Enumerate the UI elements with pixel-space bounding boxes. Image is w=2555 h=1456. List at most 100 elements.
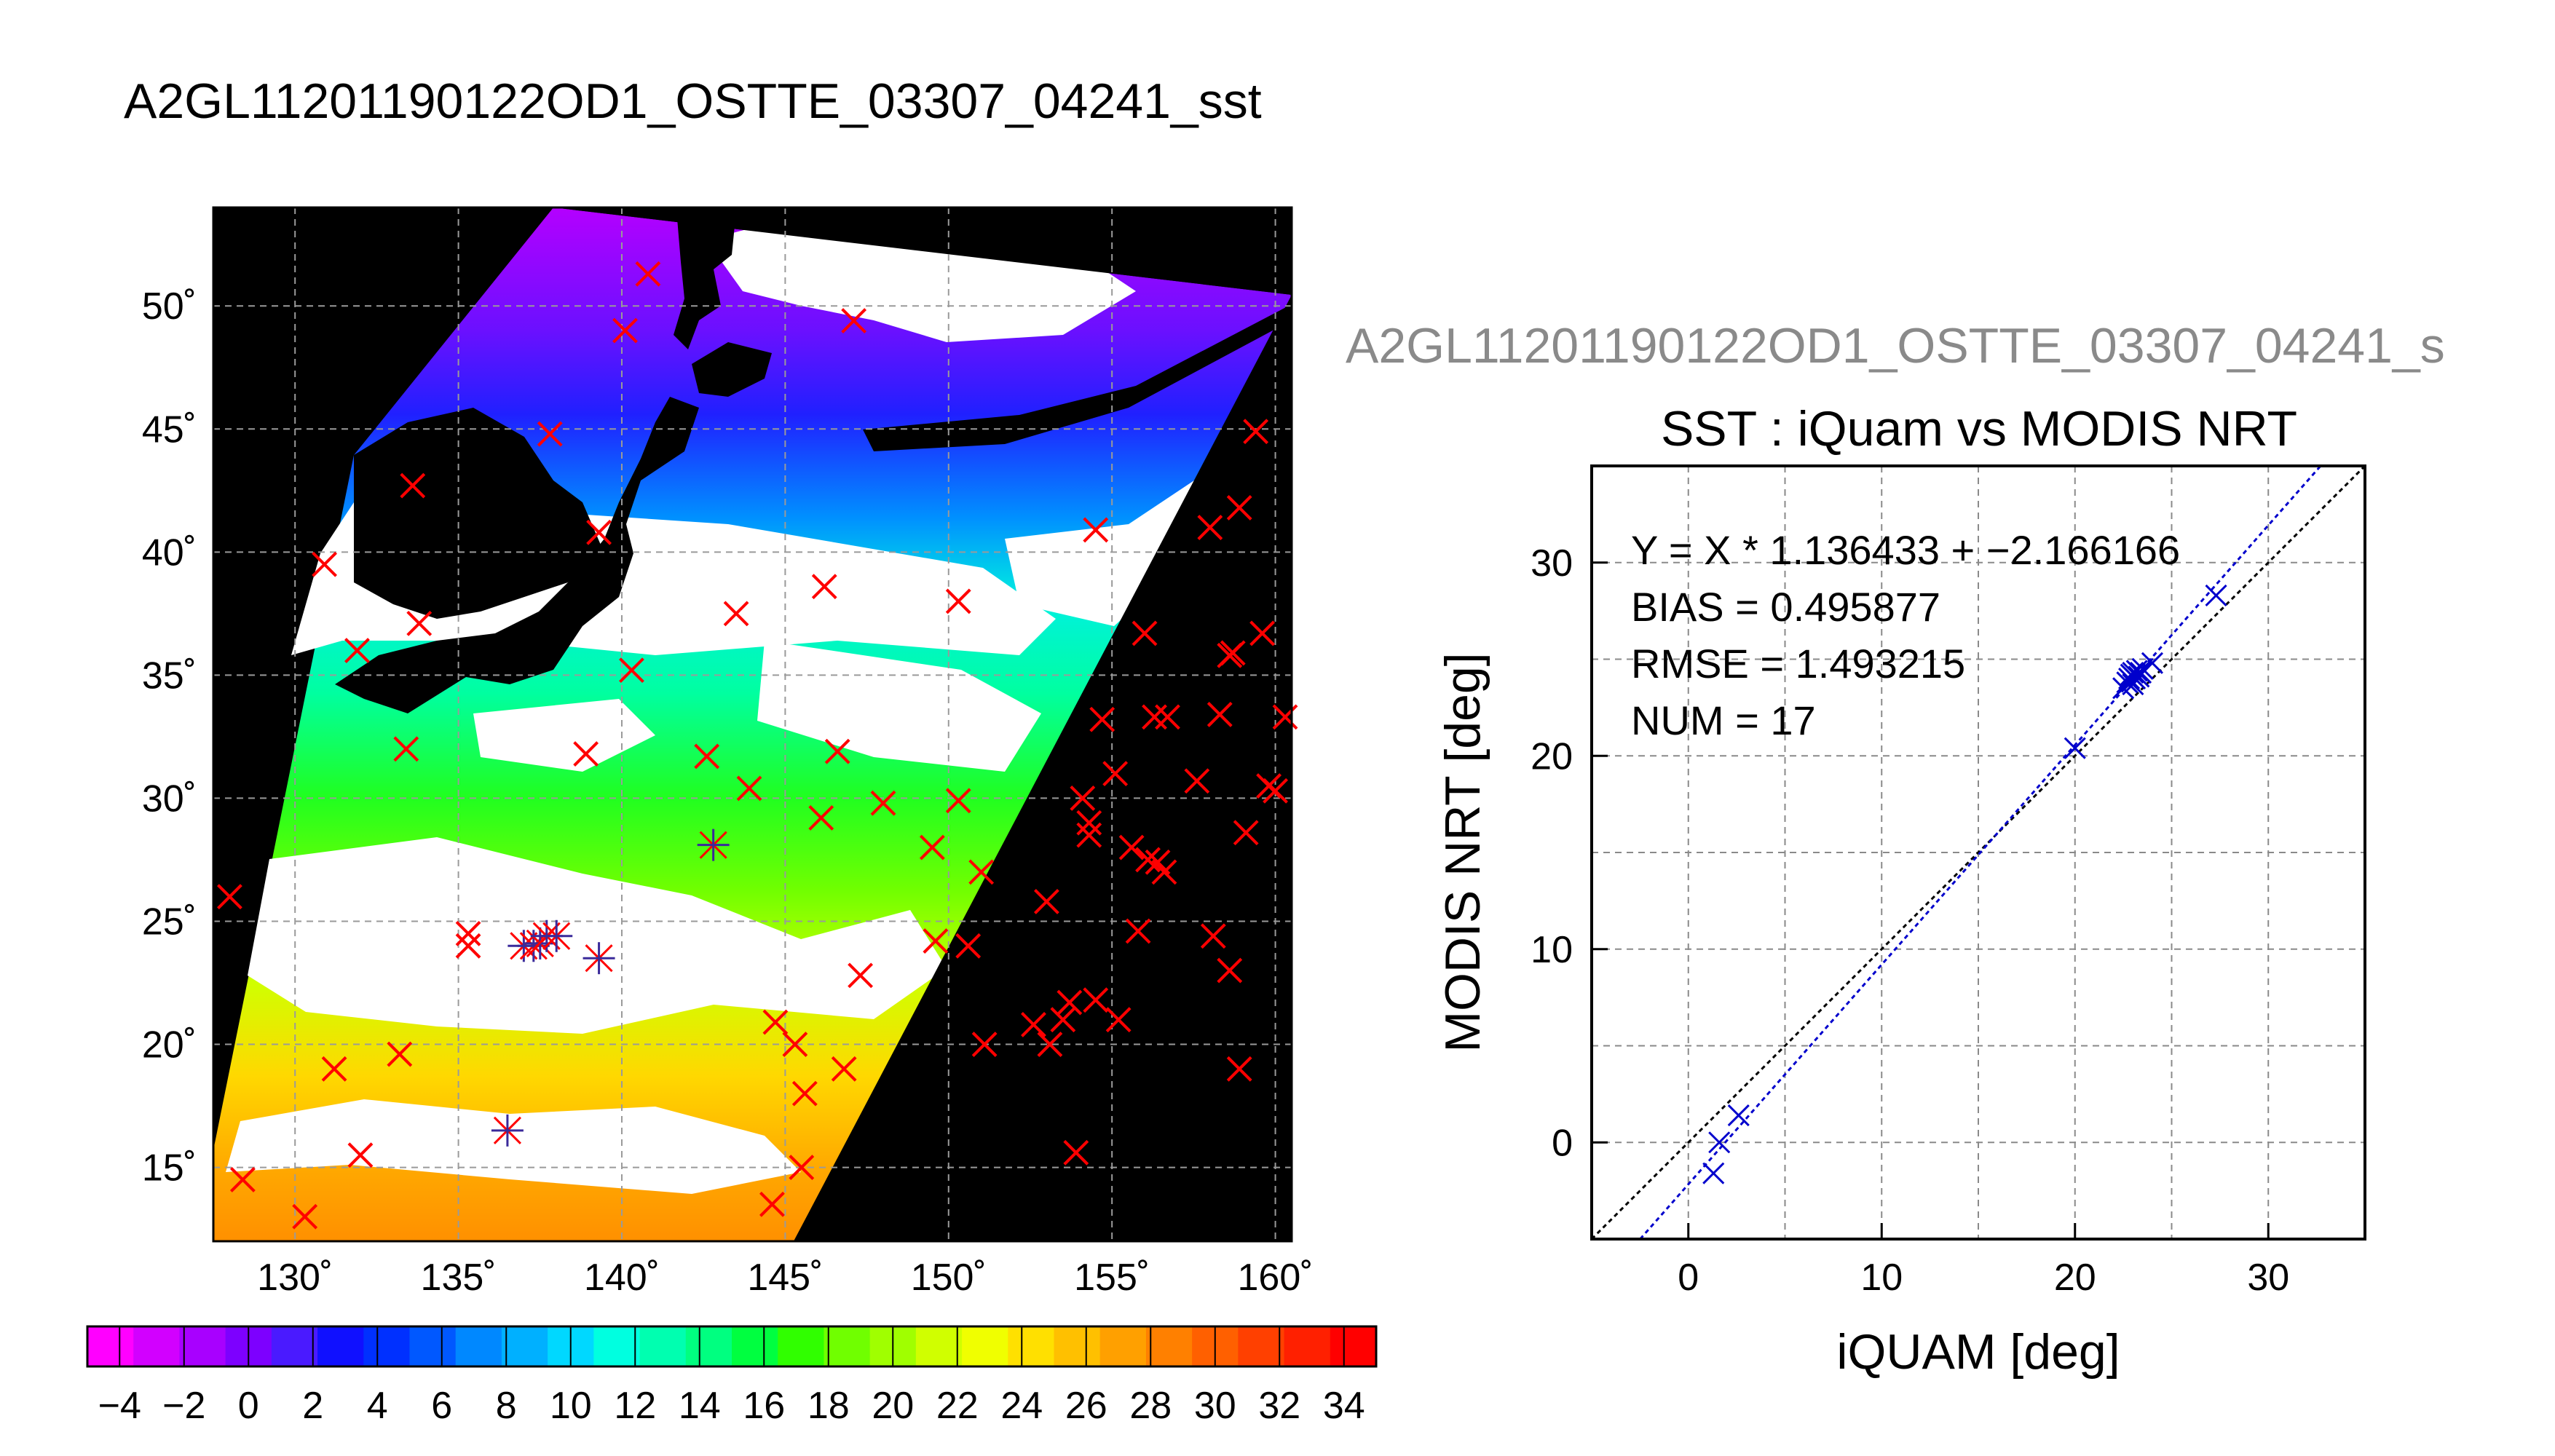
figure-title: A2GL11201190122OD1_OSTTE_03307_04241_sst <box>124 74 1262 129</box>
map-red-x-marker <box>1197 515 1223 540</box>
scatter-panel: A2GL11201190122OD1_OSTTE_03307_04241_s S… <box>1346 318 2445 1380</box>
colorbar-tick-label: −2 <box>162 1385 205 1427</box>
identity-line <box>1590 464 2366 1241</box>
colorbar-swatch <box>409 1326 457 1366</box>
scatter-point <box>2131 657 2154 680</box>
map-gridlines <box>213 207 1292 1241</box>
colorbar-tick-label: −4 <box>98 1385 141 1427</box>
map-red-x-marker <box>1226 1056 1252 1082</box>
map-red-x-marker <box>945 788 971 814</box>
map-red-x-marker <box>811 574 837 600</box>
map-x-tick-label: 160˚ <box>1238 1257 1314 1299</box>
no-data-right <box>794 295 1292 1241</box>
colorbar-swatch <box>271 1326 319 1366</box>
map-red-x-marker <box>1220 640 1246 666</box>
map-red-x-marker <box>1226 495 1252 521</box>
map-red-x-marker <box>1083 987 1109 1013</box>
map-red-x-marker <box>1125 918 1151 944</box>
colorbar-tick-label: 22 <box>936 1385 979 1427</box>
scatter-point <box>2064 737 2086 759</box>
map-red-x-marker <box>968 859 995 885</box>
scatter-annotation: RMSE = 1.493215 <box>1631 641 1965 687</box>
map-red-x-marker <box>1105 1007 1132 1033</box>
colorbar-swatch <box>824 1326 871 1366</box>
map-red-x-marker <box>1021 1012 1046 1037</box>
map-red-x-marker <box>455 920 481 946</box>
colorbar-tick-label: 16 <box>743 1385 785 1427</box>
scatter-annotation: Y = X * 1.136433 + −2.166166 <box>1631 527 2180 573</box>
map-y-tick-labels: 15˚ 20˚ 25˚ 30˚ 35˚ 40˚ 45˚ 50˚ <box>142 285 197 1189</box>
scatter-point <box>2129 662 2152 684</box>
map-red-x-marker <box>229 1167 256 1192</box>
map-red-x-marker <box>782 1032 808 1057</box>
map-red-x-marker <box>1083 517 1109 543</box>
map-red-x-marker <box>1184 768 1210 794</box>
map-red-x-marker <box>387 1041 413 1067</box>
scatter-y-axis-label: MODIS NRT [deg] <box>1435 652 1490 1052</box>
colorbar-swatch <box>317 1326 365 1366</box>
map-red-x-marker <box>537 421 563 447</box>
colorbar-swatch <box>1284 1326 1331 1366</box>
map-asterisk-marker <box>491 1114 524 1147</box>
scatter-point <box>2125 660 2148 682</box>
map-red-x-marker <box>694 743 720 769</box>
map-y-tick-label: 35˚ <box>142 654 197 697</box>
colorbar-swatch <box>1145 1326 1193 1366</box>
map-red-x-marker <box>824 738 850 764</box>
map-frame <box>212 206 1293 1243</box>
map-red-x-marker <box>612 317 638 344</box>
colorbar-swatch <box>501 1326 549 1366</box>
map-x-tick-labels: 130˚ 135˚ 140˚ 145˚ 150˚ 155˚ 160˚ <box>257 1257 1313 1299</box>
colorbar-tick-label: 2 <box>302 1385 323 1427</box>
map-red-x-marker <box>344 638 370 663</box>
colorbar-tick-label: 28 <box>1129 1385 1172 1427</box>
colorbar-tick-label: 12 <box>614 1385 656 1427</box>
map-red-x-marker <box>1037 1032 1063 1057</box>
colorbar-swatch <box>915 1326 963 1366</box>
map-red-x-marker <box>1135 847 1161 873</box>
colorbar-tick-label: 0 <box>238 1385 259 1427</box>
map-red-x-marker <box>923 928 949 954</box>
cloud-cover <box>226 218 1238 1194</box>
map-red-x-marker <box>1118 834 1145 860</box>
map-y-tick-label: 25˚ <box>142 901 197 943</box>
colorbar-tick-label: 6 <box>431 1385 452 1427</box>
colorbar-tick-label: 8 <box>496 1385 517 1427</box>
map-red-x-marker <box>347 1142 374 1168</box>
scatter-x-tick-label: 20 <box>2054 1257 2096 1299</box>
scatter-point <box>1708 1131 1731 1154</box>
colorbar-swatch <box>1238 1326 1285 1366</box>
colorbar-swatch <box>639 1326 687 1366</box>
colorbar-swatch <box>363 1326 411 1366</box>
map-markers <box>217 261 1298 1230</box>
scatter-title: SST : iQuam vs MODIS NRT <box>1661 401 2297 456</box>
map-red-x-marker <box>1207 702 1233 727</box>
map-red-x-marker <box>400 472 426 499</box>
colorbar-swatch <box>133 1326 181 1366</box>
colorbar-swatch <box>1099 1326 1147 1366</box>
colorbar-swatch <box>962 1326 1009 1366</box>
scatter-point <box>2116 671 2139 694</box>
scatter-x-tick-label: 30 <box>2247 1257 2289 1299</box>
scatter-frame <box>1590 464 2366 1241</box>
map-red-x-marker <box>1263 778 1288 804</box>
colorbar-tick-label: 14 <box>679 1385 721 1427</box>
map-asterisk-marker <box>583 942 615 975</box>
colorbar: −4 −2 0 2 4 6 8 10 12 14 16 18 20 22 24 26 28 30 32 34 <box>86 1325 1378 1427</box>
map-red-x-marker <box>1249 620 1276 646</box>
colorbar-tick-label: 26 <box>1065 1385 1107 1427</box>
colorbar-swatch <box>179 1326 226 1366</box>
scatter-y-tick-label: 10 <box>1531 929 1573 971</box>
colorbar-swatch <box>455 1326 502 1366</box>
colorbar-swatch <box>732 1326 779 1366</box>
colorbar-tick-label: 4 <box>367 1385 388 1427</box>
no-data-top <box>213 207 1292 455</box>
scatter-annotation: NUM = 17 <box>1631 697 1816 743</box>
map-red-x-marker <box>1142 704 1167 730</box>
map-red-x-marker <box>1089 706 1115 732</box>
map-y-tick-label: 15˚ <box>142 1147 197 1190</box>
map-red-x-marker <box>586 519 612 545</box>
map-red-x-marker <box>321 1056 347 1082</box>
map-red-x-marker <box>1063 1139 1089 1166</box>
